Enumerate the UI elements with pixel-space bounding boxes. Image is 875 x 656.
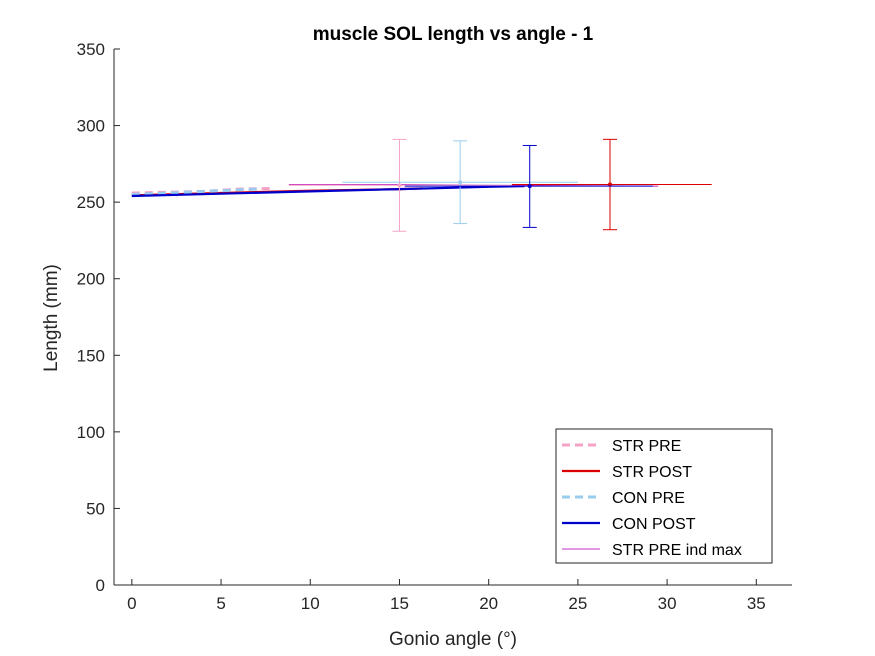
x-tick-label: 25: [568, 594, 587, 613]
errorbar-point-4: [527, 184, 532, 189]
y-tick-label: 350: [77, 40, 105, 59]
legend-label-2: STR POST: [612, 464, 692, 481]
series-line-3: [131, 187, 257, 196]
errorbar-point-1: [397, 183, 402, 188]
errorbar-point-2: [608, 182, 613, 187]
chart-title: muscle SOL length vs angle - 1: [313, 24, 594, 45]
legend: STR PRE STR POST CON PRE CON POST STR PRE in…: [555, 428, 773, 564]
x-tick-label: 10: [301, 594, 320, 613]
x-tick-label: 30: [658, 594, 677, 613]
y-tick-label: 100: [77, 423, 105, 442]
y-tick-label: 300: [77, 117, 105, 136]
legend-label-3: CON PRE: [612, 490, 685, 507]
y-axis-label: Length (mm): [41, 264, 62, 372]
y-tick-label: 0: [96, 576, 105, 595]
x-tick-label: 5: [216, 594, 225, 613]
x-axis-label: Gonio angle (°): [389, 629, 517, 650]
x-tick-label: 20: [479, 594, 498, 613]
y-tick-label: 200: [77, 270, 105, 289]
y-tick-label: 150: [77, 346, 105, 365]
errorbar-point-3: [458, 180, 463, 185]
y-tick-label: 50: [86, 499, 105, 518]
x-tick-label: 35: [747, 594, 766, 613]
legend-label-1: STR PRE: [612, 438, 681, 455]
y-tick-label: 250: [77, 193, 105, 212]
legend-label-4: CON POST: [612, 516, 696, 533]
x-tick-label: 15: [390, 594, 409, 613]
series-line-4: [131, 185, 525, 198]
x-tick-label: 0: [127, 594, 136, 613]
legend-label-5: STR PRE ind max: [612, 542, 742, 559]
